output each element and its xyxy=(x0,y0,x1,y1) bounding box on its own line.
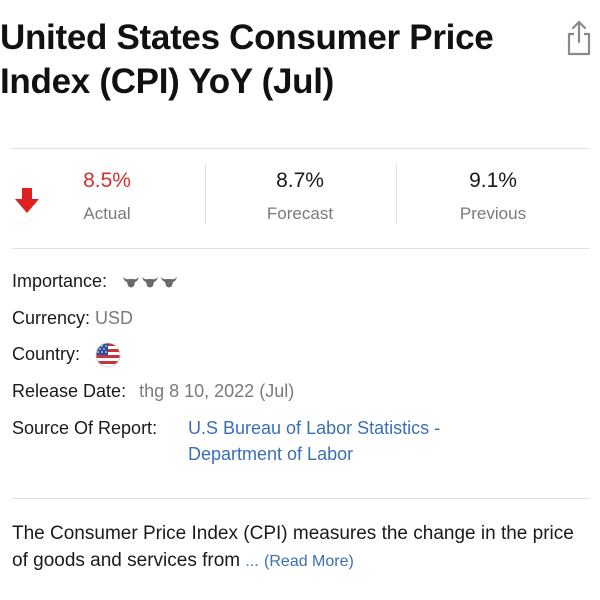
share-icon[interactable] xyxy=(564,18,594,58)
arrow-down-icon xyxy=(15,188,39,213)
forecast-value: 8.7% xyxy=(276,169,324,192)
source-link[interactable]: U.S Bureau of Labor Statistics - Departm… xyxy=(188,415,440,467)
release-label: Release Date: xyxy=(12,381,127,401)
source-label: Source Of Report: xyxy=(12,418,158,438)
previous-value: 9.1% xyxy=(469,169,517,192)
country-row: Country: xyxy=(12,341,121,368)
actual-value: 8.5% xyxy=(83,169,131,192)
description: The Consumer Price Index (CPI) measures … xyxy=(12,520,592,575)
release-row: Release Date: thg 8 10, 2022 (Jul) xyxy=(12,378,294,404)
importance-label: Importance: xyxy=(12,271,108,291)
details-divider xyxy=(12,498,590,499)
forecast-stat: 8.7% Forecast xyxy=(245,166,355,226)
actual-label: Actual xyxy=(83,204,131,223)
top-divider xyxy=(12,148,590,149)
source-row: Source Of Report: xyxy=(12,415,157,441)
source-link-line2[interactable]: Department of Labor xyxy=(188,444,354,464)
bull-icon xyxy=(123,277,178,288)
stat-separator xyxy=(396,164,397,224)
stat-separator xyxy=(205,164,206,224)
release-value: thg 8 10, 2022 (Jul) xyxy=(139,381,295,401)
currency-label: Currency: xyxy=(12,308,91,328)
importance-row: Importance: xyxy=(12,268,178,294)
us-flag-icon xyxy=(95,342,121,368)
country-label: Country: xyxy=(12,344,81,364)
description-text: The Consumer Price Index (CPI) measures … xyxy=(12,523,574,571)
previous-label: Previous xyxy=(459,204,527,223)
actual-stat: 8.5% Actual xyxy=(62,166,152,226)
page-title: United States Consumer Price Index (CPI)… xyxy=(0,18,494,101)
stats-divider xyxy=(12,248,590,249)
read-more-link[interactable]: (Read More) xyxy=(264,553,354,570)
currency-row: Currency: USD xyxy=(12,305,133,331)
previous-stat: 9.1% Previous xyxy=(438,166,548,226)
source-link-line1[interactable]: U.S Bureau of Labor Statistics - xyxy=(188,418,441,438)
forecast-label: Forecast xyxy=(266,204,334,223)
read-more-ellipsis: ... xyxy=(245,553,259,570)
currency-value: USD xyxy=(95,308,134,328)
